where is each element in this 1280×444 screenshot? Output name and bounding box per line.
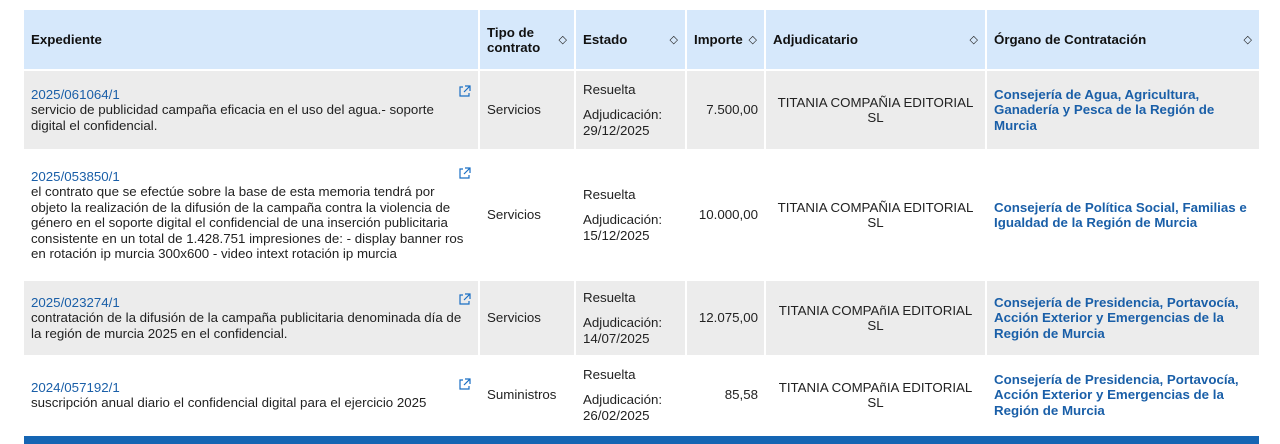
adjudicacion-date: Adjudicación: 26/02/2025 — [583, 392, 663, 423]
external-link-icon[interactable] — [458, 85, 471, 102]
cell-expediente: 2025/023274/1 contratación de la difusió… — [24, 281, 480, 357]
cell-adjudicatario: TITANIA COMPAÑIA EDITORIAL SL — [766, 71, 987, 151]
col-header-label: Expediente — [31, 32, 102, 47]
cell-organo: Consejería de Presidencia, Portavocía, A… — [987, 357, 1259, 435]
col-header-estado[interactable]: Estado ◇ — [576, 10, 687, 71]
cell-expediente: 2024/057192/1 suscripción anual diario e… — [24, 357, 480, 435]
cell-organo: Consejería de Presidencia, Portavocía, A… — [987, 281, 1259, 357]
cell-adjudicatario: TITANIA COMPAñIA EDITORIAL SL — [766, 281, 987, 357]
col-header-tipo[interactable]: Tipo de contrato ◇ — [480, 10, 576, 71]
col-header-adjudicatario[interactable]: Adjudicatario ◇ — [766, 10, 987, 71]
sort-icon[interactable]: ◇ — [969, 34, 978, 46]
expediente-link[interactable]: 2025/053850/1 — [31, 168, 120, 184]
table-row: 2025/053850/1 el contrato que se efectúe… — [24, 151, 1259, 281]
table-row: 2025/023274/1 contratación de la difusió… — [24, 281, 1259, 357]
organo-link[interactable]: Consejería de Presidencia, Portavocía, A… — [994, 294, 1239, 341]
contracts-table-container: Expediente Tipo de contrato ◇ Estado ◇ I… — [24, 10, 1259, 435]
expediente-link[interactable]: 2024/057192/1 — [31, 379, 120, 395]
sort-icon[interactable]: ◇ — [558, 34, 567, 46]
sort-icon[interactable]: ◇ — [1243, 34, 1252, 46]
cell-estado: Resuelta Adjudicación: 15/12/2025 — [576, 151, 687, 281]
cell-tipo: Servicios — [480, 71, 576, 151]
expediente-link[interactable]: 2025/023274/1 — [31, 294, 120, 310]
cell-estado: Resuelta Adjudicación: 26/02/2025 — [576, 357, 687, 435]
external-link-icon[interactable] — [458, 377, 471, 395]
cell-expediente: 2025/053850/1 el contrato que se efectúe… — [24, 151, 480, 281]
col-header-label: Órgano de Contratación — [994, 32, 1147, 47]
expediente-description: el contrato que se efectúe sobre la base… — [31, 184, 464, 261]
cell-importe: 12.075,00 — [687, 281, 766, 357]
adjudicacion-date: Adjudicación: 29/12/2025 — [583, 107, 663, 138]
expediente-link[interactable]: 2025/061064/1 — [31, 86, 120, 102]
organo-link[interactable]: Consejería de Presidencia, Portavocía, A… — [994, 371, 1239, 418]
table-header-row: Expediente Tipo de contrato ◇ Estado ◇ I… — [24, 10, 1259, 71]
col-header-label: Tipo de contrato — [487, 24, 541, 55]
adjudicacion-date: Adjudicación: 14/07/2025 — [583, 315, 663, 346]
table-row: 2024/057192/1 suscripción anual diario e… — [24, 357, 1259, 435]
cell-organo: Consejería de Política Social, Familias … — [987, 151, 1259, 281]
cell-organo: Consejería de Agua, Agricultura, Ganader… — [987, 71, 1259, 151]
col-header-importe[interactable]: Importe ◇ — [687, 10, 766, 71]
col-header-label: Estado — [583, 32, 628, 47]
estado-value: Resuelta — [583, 289, 636, 305]
estado-value: Resuelta — [583, 366, 636, 382]
table-row: 2025/061064/1 servicio de publicidad cam… — [24, 71, 1259, 151]
cell-importe: 10.000,00 — [687, 151, 766, 281]
sort-icon[interactable]: ◇ — [748, 34, 757, 46]
organo-link[interactable]: Consejería de Agua, Agricultura, Ganader… — [994, 86, 1215, 133]
col-header-organo[interactable]: Órgano de Contratación ◇ — [987, 10, 1259, 71]
cell-estado: Resuelta Adjudicación: 29/12/2025 — [576, 71, 687, 151]
cell-expediente: 2025/061064/1 servicio de publicidad cam… — [24, 71, 480, 151]
expediente-description: servicio de publicidad campaña eficacia … — [31, 102, 434, 133]
cell-estado: Resuelta Adjudicación: 14/07/2025 — [576, 281, 687, 357]
expediente-description: suscripción anual diario el confidencial… — [31, 395, 427, 410]
cell-importe: 85,58 — [687, 357, 766, 435]
cell-tipo: Servicios — [480, 151, 576, 281]
cell-importe: 7.500,00 — [687, 71, 766, 151]
estado-value: Resuelta — [583, 81, 636, 97]
col-header-expediente[interactable]: Expediente — [24, 10, 480, 71]
external-link-icon[interactable] — [458, 293, 471, 310]
col-header-label: Importe — [694, 32, 743, 47]
estado-value: Resuelta — [583, 186, 636, 202]
external-link-icon[interactable] — [458, 166, 471, 184]
col-header-label: Adjudicatario — [773, 32, 858, 47]
cell-adjudicatario: TITANIA COMPAñIA EDITORIAL SL — [766, 357, 987, 435]
sort-icon[interactable]: ◇ — [669, 34, 678, 46]
cell-adjudicatario: TITANIA COMPAÑIA EDITORIAL SL — [766, 151, 987, 281]
footer-bar — [24, 436, 1259, 444]
cell-tipo: Servicios — [480, 281, 576, 357]
contracts-table: Expediente Tipo de contrato ◇ Estado ◇ I… — [24, 10, 1259, 435]
cell-tipo: Suministros — [480, 357, 576, 435]
adjudicacion-date: Adjudicación: 15/12/2025 — [583, 212, 663, 243]
organo-link[interactable]: Consejería de Política Social, Familias … — [994, 199, 1247, 231]
expediente-description: contratación de la difusión de la campañ… — [31, 310, 462, 341]
